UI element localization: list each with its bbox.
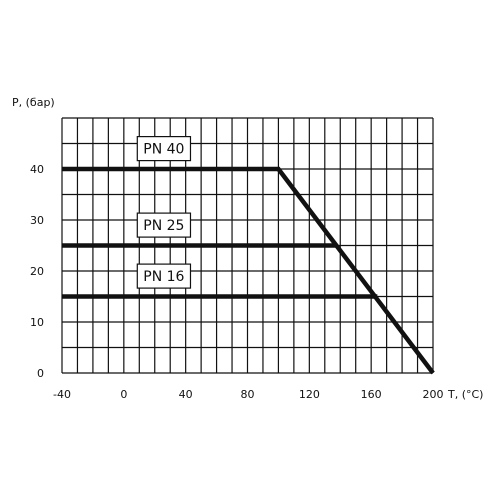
series-label-box-0 [136, 136, 192, 162]
series-label-text-1: PN 25 [143, 218, 184, 234]
x-tick-label-5: 160 [361, 388, 382, 401]
series-label-text-2: PN 16 [143, 269, 184, 285]
y-tick-label-1: 10 [30, 316, 44, 329]
y-tick-label-2: 20 [30, 265, 44, 278]
x-tick-label-6: 200 [423, 388, 444, 401]
series-labels: PN 40 PN 25 PN 16 [136, 136, 192, 289]
x-tick-label-4: 120 [299, 388, 320, 401]
series-label-text-0: PN 40 [143, 142, 184, 158]
x-tick-label-2: 40 [179, 388, 193, 401]
y-tick-label-3: 30 [30, 214, 44, 227]
y-tick-label-4: 40 [30, 163, 44, 176]
y-tick-labels: 0 10 20 30 40 [30, 163, 44, 380]
x-tick-label-1: 0 [120, 388, 127, 401]
series-label-box-1 [136, 212, 192, 238]
x-tick-label-0: -40 [53, 388, 71, 401]
series-label-1: PN 25 [136, 212, 192, 238]
y-axis-label: P, (бар) [12, 96, 55, 109]
series-line-0 [62, 166, 435, 375]
x-tick-labels: -40 0 40 80 120 160 200 [53, 388, 443, 401]
x-axis-label: T, (°C) [447, 388, 483, 401]
x-tick-label-3: 80 [241, 388, 255, 401]
y-tick-label-0: 0 [37, 367, 44, 380]
series-lines [62, 166, 435, 375]
series-label-2: PN 16 [136, 263, 192, 289]
series-label-box-2 [136, 263, 192, 289]
series-label-0: PN 40 [136, 136, 192, 162]
